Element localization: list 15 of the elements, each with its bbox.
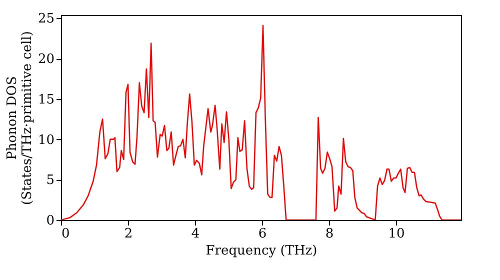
y-tick-label: 15 [38, 92, 54, 108]
y-tick-label: 20 [38, 52, 54, 68]
x-tick-label: 2 [124, 226, 133, 242]
line-series [61, 24, 461, 220]
y-tick-label: 0 [46, 214, 54, 228]
x-axis-title: Frequency (THz) [206, 244, 318, 258]
x-tick-label: 4 [191, 226, 200, 242]
y-axis-title: Phonon DOS (States/THz·primitive cell) [4, 30, 35, 206]
y-tick-label: 10 [38, 132, 54, 148]
y-tick-label: 25 [38, 12, 54, 27]
y-tick-label: 5 [46, 173, 54, 188]
x-tick-label: 10 [388, 226, 405, 242]
x-tick-label: 6 [258, 226, 267, 242]
x-tick-label: 8 [325, 226, 334, 242]
x-tick-label: 0 [62, 226, 70, 242]
